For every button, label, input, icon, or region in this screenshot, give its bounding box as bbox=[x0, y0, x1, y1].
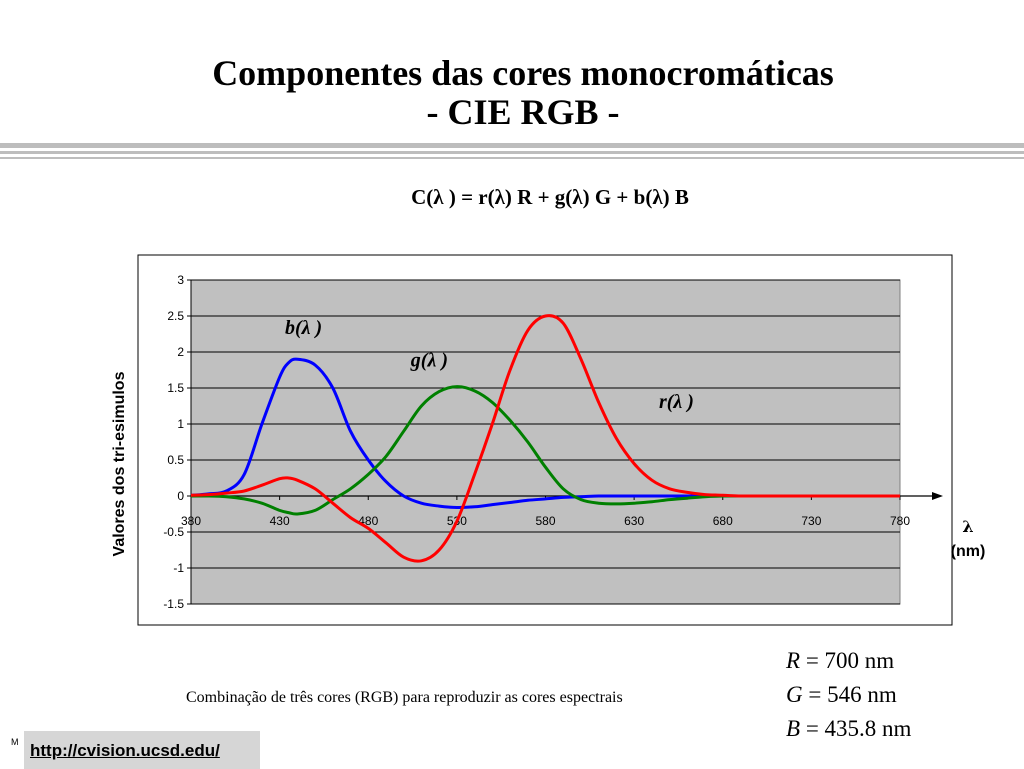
primary-r-symbol: R bbox=[786, 648, 801, 673]
y-tick-label: 2 bbox=[177, 345, 184, 359]
divider-medium bbox=[0, 151, 1024, 154]
x-tick-label: 580 bbox=[535, 514, 555, 528]
primary-b-symbol: B bbox=[786, 716, 801, 741]
series-label-0: b(λ ) bbox=[285, 317, 322, 339]
primary-g-symbol: G bbox=[786, 682, 803, 707]
gridlines bbox=[187, 279, 900, 605]
series-labels: b(λ ) g(λ ) r(λ ) bbox=[285, 317, 694, 413]
title-line-1: Componentes das cores monocromáticas bbox=[212, 53, 834, 93]
series-lines bbox=[190, 314, 900, 563]
series-label-1: g(λ ) bbox=[410, 349, 448, 371]
url-box bbox=[24, 731, 260, 769]
x-tick-label: 730 bbox=[801, 514, 821, 528]
source-link[interactable]: http://cvision.ucsd.edu/ bbox=[30, 741, 220, 760]
y-tick-label: 3 bbox=[177, 273, 184, 287]
title-line-2: - CIE RGB - bbox=[426, 92, 620, 132]
y-tick-label: -1.5 bbox=[163, 597, 184, 611]
y-tick-label: -0.5 bbox=[163, 525, 184, 539]
y-tick-label: 1.5 bbox=[167, 381, 184, 395]
y-tick-label: -1 bbox=[173, 561, 184, 575]
x-axis-title-symbol: λ bbox=[962, 517, 973, 536]
formula: C(λ ) = r(λ) R + g(λ) G + b(λ) B bbox=[411, 185, 689, 209]
series-label-2: r(λ ) bbox=[659, 391, 694, 413]
primary-b: B = 435.8 nm bbox=[786, 712, 911, 746]
plot-area bbox=[190, 279, 901, 605]
y-tick-label: 2.5 bbox=[167, 309, 184, 323]
footer-mark: M bbox=[11, 737, 19, 747]
x-tick-label: 780 bbox=[890, 514, 910, 528]
primary-b-value: = 435.8 nm bbox=[800, 716, 912, 741]
x-axis-title-unit: (nm) bbox=[951, 543, 986, 560]
series-line-2 bbox=[190, 314, 900, 563]
x-tick-label: 480 bbox=[358, 514, 378, 528]
x-tick-label: 430 bbox=[270, 514, 290, 528]
y-tick-labels: -1.5 -1 -0.5 0 0.5 1 1.5 2 2.5 3 bbox=[163, 273, 184, 611]
x-tick-label: 680 bbox=[713, 514, 733, 528]
primary-r-value: = 700 nm bbox=[800, 648, 895, 673]
slide-title: Componentes das cores monocromáticas - C… bbox=[0, 54, 1024, 132]
primary-r: R = 700 nm bbox=[786, 644, 911, 678]
primaries-list: R = 700 nm G = 546 nm B = 435.8 nm bbox=[786, 644, 911, 746]
x-axis-arrow-icon bbox=[932, 492, 943, 500]
y-axis-title: Valores dos tri-esimulos bbox=[111, 371, 128, 556]
divider-thin bbox=[0, 157, 1024, 159]
divider-thick bbox=[0, 143, 1024, 148]
chart-caption: Combinação de três cores (RGB) para repr… bbox=[186, 689, 623, 706]
x-tick-label: 630 bbox=[624, 514, 644, 528]
y-tick-label: 0.5 bbox=[167, 453, 184, 467]
y-tick-label: 1 bbox=[177, 417, 184, 431]
primary-g-value: = 546 nm bbox=[802, 682, 897, 707]
primary-g: G = 546 nm bbox=[786, 678, 911, 712]
x-tick-label: 380 bbox=[181, 514, 201, 528]
y-tick-label: 0 bbox=[177, 489, 184, 503]
